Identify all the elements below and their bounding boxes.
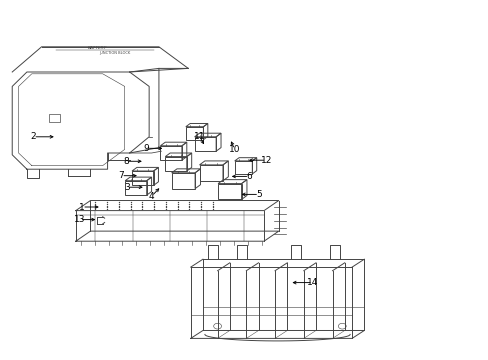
Text: 13: 13	[74, 215, 85, 224]
Text: 14: 14	[306, 278, 318, 287]
Text: BATTERY: BATTERY	[88, 46, 107, 50]
Text: 1: 1	[79, 202, 85, 212]
Text: 10: 10	[228, 145, 240, 154]
Text: 9: 9	[143, 144, 149, 153]
Text: 8: 8	[123, 157, 129, 166]
Text: 2: 2	[30, 132, 36, 141]
Text: JUNCTION BLOCK: JUNCTION BLOCK	[99, 51, 130, 55]
Text: 12: 12	[260, 156, 272, 165]
Text: 7: 7	[118, 171, 124, 180]
Text: 5: 5	[256, 190, 262, 199]
Text: 6: 6	[246, 172, 252, 181]
Text: 3: 3	[124, 183, 130, 192]
Text: 11: 11	[193, 132, 205, 141]
Text: 4: 4	[148, 192, 154, 201]
